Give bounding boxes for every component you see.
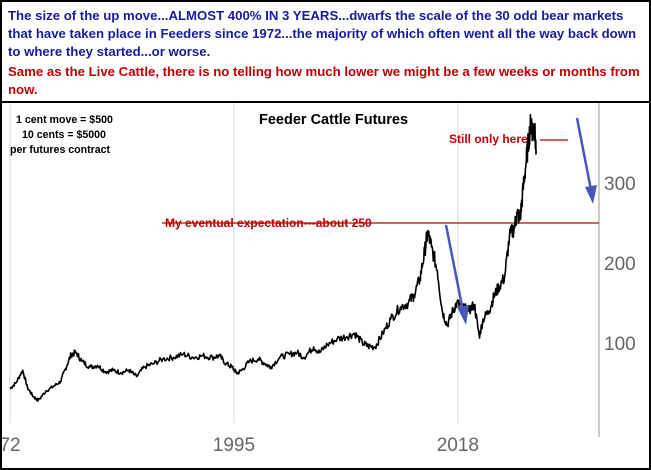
downtrend-arrow-2025 (575, 117, 597, 204)
expectation-annotation: My eventual expectation---about 250 (165, 216, 372, 230)
headline-box: The size of the up move...ALMOST 400% IN… (2, 2, 649, 103)
price-series-line (9, 113, 537, 402)
x-tick-2018: 2018 (437, 435, 479, 456)
y-tick-300: 300 (604, 174, 636, 195)
contract-note-1: 1 cent move = $500 (16, 114, 113, 126)
contract-note-2: 10 cents = $5000 (22, 129, 106, 141)
contract-note-3: per futures contract (10, 144, 111, 156)
headline-text: The size of the up move...ALMOST 400% IN… (8, 8, 637, 59)
x-tick-72: 72 (2, 435, 21, 456)
price-chart: 1 cent move = $500 10 cents = $5000 per … (2, 103, 636, 456)
headline-subtext: Same as the Live Cattle, there is no tel… (8, 64, 640, 97)
y-tick-200: 200 (604, 254, 636, 275)
chart-title: Feeder Cattle Futures (259, 112, 408, 128)
y-tick-100: 100 (604, 334, 636, 355)
x-tick-1995: 1995 (213, 435, 255, 456)
still-only-here-annotation: Still only here (449, 132, 528, 146)
downtrend-arrow-2015 (444, 224, 469, 325)
